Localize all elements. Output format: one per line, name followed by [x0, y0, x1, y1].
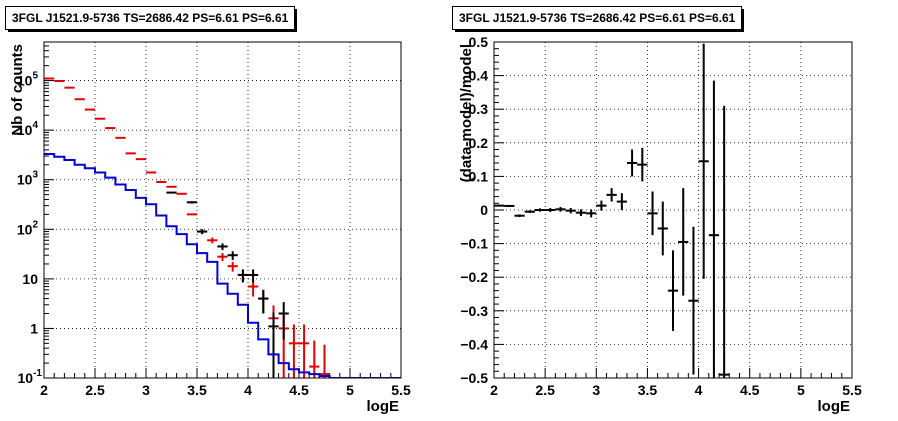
- y-tick-label: −0.4: [460, 336, 488, 352]
- model-step-line: [44, 153, 401, 378]
- y-tick-label: −0.1: [460, 236, 488, 252]
- x-tick-label: 4: [244, 382, 252, 398]
- x-tick-label: 5.5: [842, 382, 862, 398]
- plot-frame: [493, 41, 853, 379]
- x-tick-label: 4: [695, 382, 703, 398]
- x-tick-label: 3.5: [187, 382, 207, 398]
- x-tick-label: 5: [797, 382, 805, 398]
- y-tick-label: −0.2: [460, 269, 488, 285]
- y-tick-label: 0.3: [469, 101, 489, 117]
- x-tick-label: 2.5: [85, 382, 105, 398]
- x-tick-label: 3.5: [638, 382, 658, 398]
- y-tick-label: −0.3: [460, 303, 488, 319]
- x-axis-title: logE: [367, 398, 400, 415]
- y-tick-label: 0.4: [469, 68, 489, 84]
- x-tick-label: 5: [346, 382, 354, 398]
- y-tick-label: 0.1: [469, 168, 489, 184]
- x-tick-label: 4.5: [289, 382, 309, 398]
- x-tick-label: 3: [592, 382, 600, 398]
- y-tick-label: 0: [480, 202, 488, 218]
- y-tick-label: 0.5: [469, 34, 489, 50]
- plot-area: [44, 42, 401, 378]
- y-tick-label: 10: [22, 271, 38, 287]
- y-tick-label: 1: [30, 320, 38, 336]
- x-tick-label: 2: [490, 382, 498, 398]
- left-panel-counts: 2 2.5 3 3.5 4 4.5 5 5.510-1110102103104105logEN…: [9, 41, 411, 415]
- plot-content: [44, 77, 401, 378]
- x-tick-label: 3: [142, 382, 150, 398]
- y-axis-title: Nb of counts: [9, 44, 26, 136]
- y-axis-title: (data-model)/model: [458, 44, 475, 182]
- y-tick-label: 103: [17, 170, 39, 188]
- x-axis-title: logE: [818, 398, 851, 415]
- left-chart-title: 3FGL J1521.9-5736 TS=2686.42 PS=6.61 PS=…: [5, 6, 298, 32]
- plot-content: [494, 43, 730, 378]
- y-tick-label: −0.5: [460, 370, 488, 386]
- x-tick-label: 2: [40, 382, 48, 398]
- y-tick-label: 10-1: [18, 368, 43, 386]
- y-tick-label: 0.2: [469, 135, 489, 151]
- right-chart-title: 3FGL J1521.9-5736 TS=2686.42 PS=6.61 PS=…: [452, 6, 745, 32]
- x-tick-label: 4.5: [740, 382, 760, 398]
- right-panel-residuals: 2 2.5 3 3.5 4 4.5 5 5.5 −0.5 −0.4 −0.3 −0.2 −0.1 0 0.1…: [458, 34, 862, 415]
- x-tick-label: 2.5: [535, 382, 555, 398]
- x-tick-label: 5.5: [391, 382, 411, 398]
- y-tick-label: 102: [17, 219, 39, 237]
- plot-frame: [43, 41, 402, 379]
